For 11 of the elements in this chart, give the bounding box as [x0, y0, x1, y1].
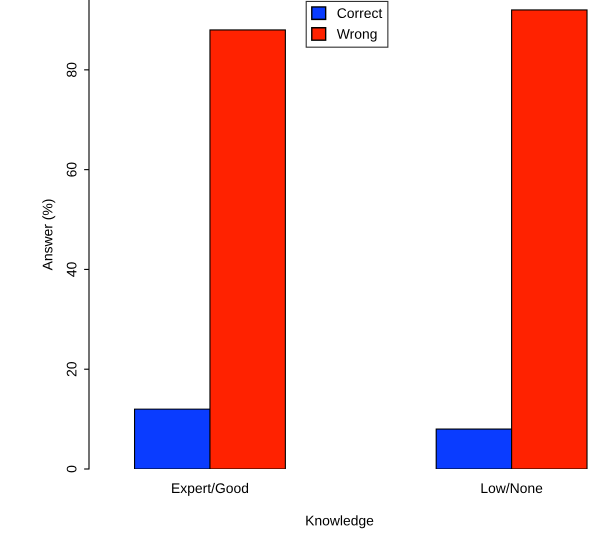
y-tick-label: 40	[66, 262, 77, 277]
x-tick-label: Low/None	[481, 482, 542, 494]
y-tick-label: 80	[66, 62, 77, 77]
legend-label: Correct	[337, 8, 382, 18]
x-axis-title: Knowledge	[306, 515, 374, 528]
legend-label: Wrong	[336, 29, 377, 42]
y-tick-label: 20	[66, 362, 77, 376]
y-tick-label: 60	[66, 162, 77, 177]
x-tick-label: Expert/Good	[172, 482, 248, 496]
y-tick-label: 0	[66, 466, 77, 472]
y-axis-title: Answer (%)	[42, 199, 56, 270]
